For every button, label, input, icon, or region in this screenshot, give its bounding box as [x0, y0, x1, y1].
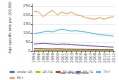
svg-text:250: 250 [23, 3, 31, 8]
svg-text:Year of diagnosis: Year of diagnosis [59, 71, 89, 75]
svg-text:2004: 2004 [73, 52, 79, 64]
svg-text:2012: 2012 [111, 52, 116, 63]
svg-text:2005: 2005 [78, 52, 84, 64]
svg-text:Age-specific rate per 100,000: Age-specific rate per 100,000 [8, 1, 12, 53]
svg-text:2002: 2002 [64, 52, 70, 64]
svg-text:under 45: under 45 [17, 70, 33, 74]
svg-text:50: 50 [25, 39, 31, 44]
svg-text:2003: 2003 [68, 52, 74, 64]
svg-text:45-54: 45-54 [42, 70, 53, 74]
svg-text:2000: 2000 [54, 52, 60, 64]
svg-text:0: 0 [28, 48, 31, 53]
svg-text:1999: 1999 [50, 52, 56, 64]
svg-text:1997: 1997 [40, 52, 46, 64]
svg-text:2009: 2009 [97, 52, 102, 64]
svg-text:1995: 1995 [31, 52, 37, 64]
svg-text:65-74: 65-74 [83, 70, 94, 74]
svg-text:75+: 75+ [103, 70, 110, 74]
svg-text:2006: 2006 [83, 52, 88, 64]
svg-text:2011: 2011 [106, 52, 112, 64]
svg-text:2010: 2010 [101, 52, 107, 64]
svg-text:2007: 2007 [87, 52, 93, 64]
svg-text:200: 200 [23, 12, 31, 17]
svg-text:1996: 1996 [36, 52, 42, 64]
svg-text:2001: 2001 [59, 52, 65, 64]
svg-text:150: 150 [23, 21, 31, 26]
svg-text:85+: 85+ [17, 76, 24, 80]
svg-text:2008: 2008 [92, 52, 98, 64]
svg-text:55-64: 55-64 [63, 70, 74, 74]
svg-text:100: 100 [23, 30, 31, 35]
svg-text:1998: 1998 [45, 52, 51, 64]
